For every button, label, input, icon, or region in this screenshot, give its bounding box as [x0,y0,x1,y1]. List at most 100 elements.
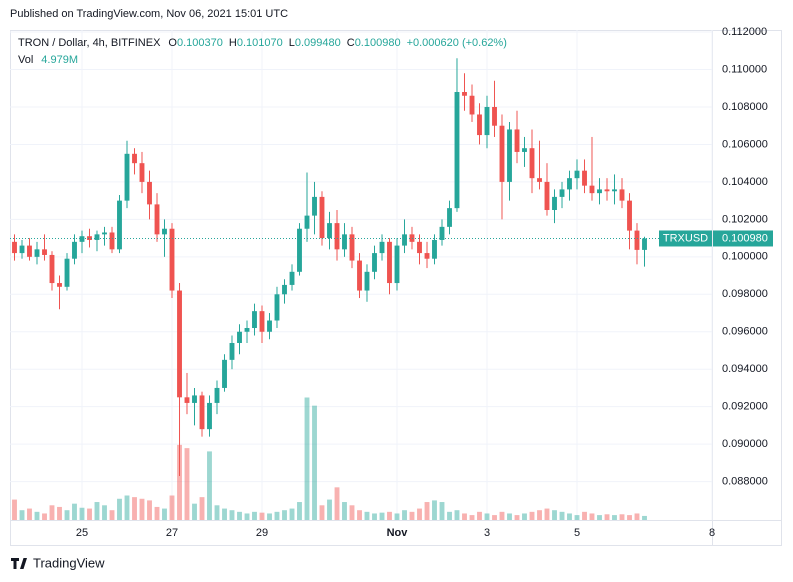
volume-bar [334,487,340,520]
volume-bar [177,444,182,520]
volume-bar [634,513,640,520]
volume-bar [492,515,497,520]
candle-body [64,258,70,287]
ohlc-value: 0.101070 [237,37,283,49]
volume-bar [604,514,610,520]
candle-body [349,234,355,261]
volume-bar [274,511,280,520]
footer-text: TradingView [33,555,105,570]
candle-body [237,331,242,343]
candle-body [139,163,145,182]
candle-body [102,232,107,235]
candle-body [387,241,392,284]
candle-body [214,387,220,403]
candle-body [477,114,482,136]
candle-body [267,320,272,332]
candle-body [634,230,640,250]
candle-body [604,189,610,192]
candle-body [117,200,122,250]
candle-body [597,189,602,194]
candle-body [87,236,92,240]
candle-body [432,239,437,259]
candle-body [372,253,377,272]
ohlc-value: 0.099480 [295,37,341,49]
candle-body [124,153,130,201]
candle-body [394,245,400,284]
volume-bar [42,513,47,520]
ohlc-value: 0.100370 [177,37,223,49]
y-tick-label: 0.110000 [722,63,767,75]
y-tick-label: 0.100000 [722,251,768,263]
volume-bar [79,507,85,520]
candle-body [627,200,632,231]
volume-bar [162,508,167,520]
candles [12,58,647,476]
candle-body [417,241,422,254]
candle-body [312,196,317,216]
volume-bar [462,513,467,520]
volume-bar [529,511,535,520]
volume-bar [439,502,445,520]
volume-bar [642,515,647,520]
volume-bar [64,510,70,520]
volume-bar [627,515,632,520]
volume-bar [19,510,25,520]
volume-bar [259,512,265,520]
volume-bar [117,498,122,520]
volume-bar [27,508,32,520]
chart-frame [10,30,782,546]
candle-body [274,294,280,321]
axes: 0.088000 0.090000 0.092000 0.094000 0.096000… [10,26,773,539]
candle-body [574,170,580,179]
volume-bar [402,510,407,520]
volume-bar [222,508,227,520]
candle-body [327,223,332,239]
candle-body [109,232,115,250]
volume-bar [57,506,62,520]
volume-bar [214,505,220,520]
y-tick-label: 0.102000 [722,213,768,225]
y-tick-label: 0.098000 [722,288,768,300]
candle-body [559,189,565,197]
candle-body [544,181,550,211]
candle-body [222,359,227,388]
y-tick-label: 0.106000 [722,138,768,150]
candle-body [27,245,32,257]
volume-bar [507,513,512,520]
candle-body [252,311,257,329]
x-tick-label: Nov [387,527,409,539]
candle-body [154,204,160,235]
volume-bar [559,511,565,520]
candle-body [619,189,625,201]
candle-body [492,106,497,126]
candle-body [42,249,47,255]
price-tag [713,230,773,247]
volume-bar [349,505,355,520]
candle-body [447,208,452,227]
volume-bar [477,511,482,520]
volume-bar [364,511,370,520]
candle-body [162,228,167,235]
x-tick-label: 5 [574,527,580,539]
candle-body [439,226,445,240]
candle-body [364,271,370,291]
x-tick-label: 29 [256,527,268,539]
candle-body [484,106,490,136]
candle-body [297,228,302,272]
ohlc-key: O [168,37,177,49]
y-tick-label: 0.112000 [722,26,767,38]
candle-body [184,397,190,403]
legend-row: TRON / Dollar, 4h, BITFINEX O0.100370 H0.1… [18,37,507,49]
candle-body [12,241,17,254]
symbol-tag-text: TRXUSD [663,232,708,244]
volume-bar [132,497,137,520]
volume-bar [327,499,332,520]
candle-body [207,402,212,430]
y-tick-label: 0.104000 [722,176,768,188]
volume-bar [304,397,310,520]
volume-bar [372,513,377,520]
volume-bar [424,502,430,520]
candle-body [454,91,460,209]
volume-bar [267,513,272,520]
